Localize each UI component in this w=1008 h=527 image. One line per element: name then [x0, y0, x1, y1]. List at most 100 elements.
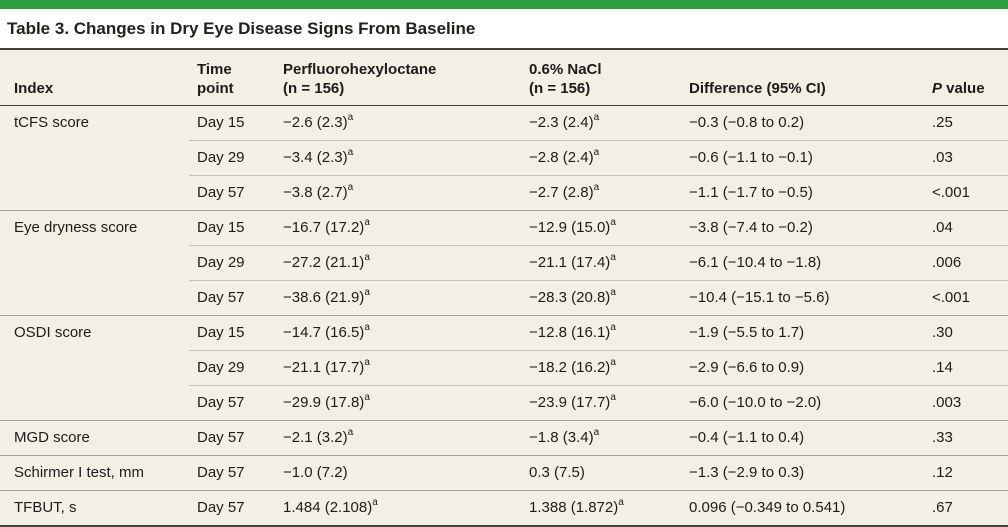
cell-difference: −1.1 (−1.7 to −0.5) [681, 175, 924, 211]
cell-time-point: Day 15 [189, 210, 275, 246]
cell-time-point: Day 29 [189, 350, 275, 386]
cell-difference: −1.3 (−2.9 to 0.3) [681, 455, 924, 491]
cell-perfluorohexyloctane: −16.7 (17.2)a [275, 210, 521, 246]
cell-nacl: −2.3 (2.4)a [529, 112, 600, 132]
table-row: Day 29 −27.2 (21.1)a −21.1 (17.4)a −6.1 … [0, 245, 1008, 281]
table-row: Day 29 −21.1 (17.7)a −18.2 (16.2)a −2.9 … [0, 350, 1008, 386]
dry-eye-signs-table: Index Time point Perfluorohexyloctane (n… [0, 48, 1008, 527]
footnote-a-marker: a [610, 322, 616, 333]
footnote-a-marker: a [593, 182, 600, 193]
cell-time-point: Day 57 [189, 420, 275, 456]
cell-p-value: .006 [924, 245, 1008, 281]
footnote-a-marker: a [610, 252, 616, 263]
footnote-a-marker: a [593, 147, 600, 158]
cell-perfluorohexyloctane: −21.1 (17.7)a [275, 350, 521, 386]
cell-p-value: .03 [924, 140, 1008, 176]
cell-difference: −1.9 (−5.5 to 1.7) [681, 315, 924, 351]
cell-index [0, 176, 189, 211]
cell-nacl: −2.8 (2.4)a [521, 140, 681, 176]
cell-nacl: −1.8 (3.4)a [521, 420, 681, 456]
cell-time-point: Day 57 [189, 280, 275, 316]
table-row: OSDI score Day 15 −14.7 (16.5)a −12.8 (1… [0, 315, 1008, 351]
cell-time-point: Day 15 [189, 315, 275, 351]
col-header-index: Index [0, 49, 189, 106]
cell-nacl: −28.3 (20.8)a [521, 280, 681, 316]
cell-time-point: Day 57 [189, 490, 275, 526]
col-header-nacl: 0.6% NaCl (n = 156) [521, 49, 681, 106]
cell-time-point: Day 57 [189, 455, 275, 491]
footnote-a-marker: a [593, 112, 600, 123]
footnote-a-marker: a [347, 427, 354, 438]
cell-index [0, 386, 189, 421]
cell-p-value: .25 [932, 114, 953, 131]
footnote-a-marker: a [364, 357, 370, 368]
cell-index [0, 351, 189, 386]
cell-perfluorohexyloctane: −14.7 (16.5)a [275, 315, 521, 351]
cell-p-value: .003 [924, 385, 1008, 421]
table-row: Day 57 −29.9 (17.8)a −23.9 (17.7)a −6.0 … [0, 385, 1008, 421]
footnote-a-marker: a [347, 147, 354, 158]
cell-perfluorohexyloctane: −3.4 (2.3)a [275, 140, 521, 176]
journal-accent-bar [0, 0, 1008, 9]
cell-p-value: .14 [924, 350, 1008, 386]
cell-index [0, 281, 189, 316]
cell-time-point: Day 57 [189, 175, 275, 211]
cell-p-value: .12 [924, 455, 1008, 491]
cell-difference: −6.1 (−10.4 to −1.8) [681, 245, 924, 281]
cell-index [0, 141, 189, 176]
cell-index: OSDI score [0, 315, 189, 351]
cell-p-value: .04 [924, 210, 1008, 246]
cell-perfluorohexyloctane: −38.6 (21.9)a [275, 280, 521, 316]
cell-nacl: −12.8 (16.1)a [521, 315, 681, 351]
footnote-a-marker: a [364, 392, 370, 403]
cell-index: tCFS score [14, 114, 90, 132]
footnote-a-marker: a [364, 322, 370, 333]
cell-time-point: Day 29 [189, 245, 275, 281]
cell-perfluorohexyloctane: −27.2 (21.1)a [275, 245, 521, 281]
cell-index: MGD score [0, 420, 189, 456]
footnote-a-marker: a [372, 497, 378, 508]
cell-p-value: .33 [924, 420, 1008, 456]
cell-difference: 0.096 (−0.349 to 0.541) [681, 490, 924, 526]
cell-nacl: 1.388 (1.872)a [521, 490, 681, 526]
cell-difference: −0.3 (−0.8 to 0.2) [689, 114, 805, 131]
col-header-perfluorohexyloctane: Perfluorohexyloctane (n = 156) [275, 49, 521, 106]
footnote-a-marker: a [610, 392, 616, 403]
footnote-a-marker: a [364, 217, 370, 228]
cell-nacl: −23.9 (17.7)a [521, 385, 681, 421]
col-header-difference: Difference (95% CI) [681, 49, 924, 106]
col-header-time-point: Time point [189, 49, 275, 106]
cell-difference: −0.4 (−1.1 to 0.4) [681, 420, 924, 456]
header-row: Index Time point Perfluorohexyloctane (n… [0, 49, 1008, 106]
cell-p-value: <.001 [924, 280, 1008, 316]
footnote-a-marker: a [364, 287, 370, 298]
footnote-a-marker: a [610, 357, 616, 368]
cell-perfluorohexyloctane: 1.484 (2.108)a [275, 490, 521, 526]
table-row: Eye dryness score Day 15 −16.7 (17.2)a −… [0, 210, 1008, 246]
footnote-a-marker: a [593, 427, 600, 438]
table-row: tCFS score Day 15 −2.6 (2.3)a −2.3 (2.4)… [0, 106, 1008, 141]
cell-p-value: .67 [924, 490, 1008, 526]
table-row: Day 57 −3.8 (2.7)a −2.7 (2.8)a −1.1 (−1.… [0, 175, 1008, 211]
cell-index [0, 246, 189, 281]
footnote-a-marker: a [347, 112, 354, 123]
cell-nacl: −12.9 (15.0)a [521, 210, 681, 246]
footnote-a-marker: a [610, 217, 616, 228]
cell-perfluorohexyloctane: −1.0 (7.2) [275, 455, 521, 491]
cell-p-value: .30 [924, 315, 1008, 351]
cell-perfluorohexyloctane: −29.9 (17.8)a [275, 385, 521, 421]
cell-perfluorohexyloctane: −2.6 (2.3)a [283, 112, 354, 132]
table-row: TFBUT, s Day 57 1.484 (2.108)a 1.388 (1.… [0, 490, 1008, 526]
footnote-a-marker: a [618, 497, 624, 508]
cell-perfluorohexyloctane: −3.8 (2.7)a [275, 175, 521, 211]
cell-nacl: −18.2 (16.2)a [521, 350, 681, 386]
cell-difference: −0.6 (−1.1 to −0.1) [681, 140, 924, 176]
table-row: Day 57 −38.6 (21.9)a −28.3 (20.8)a −10.4… [0, 280, 1008, 316]
cell-difference: −6.0 (−10.0 to −2.0) [681, 385, 924, 421]
table-title: Table 3. Changes in Dry Eye Disease Sign… [7, 19, 476, 38]
cell-time-point: Day 57 [189, 385, 275, 421]
cell-difference: −2.9 (−6.6 to 0.9) [681, 350, 924, 386]
footnote-a-marker: a [610, 287, 616, 298]
cell-p-value: <.001 [924, 175, 1008, 211]
cell-nacl: −2.7 (2.8)a [521, 175, 681, 211]
